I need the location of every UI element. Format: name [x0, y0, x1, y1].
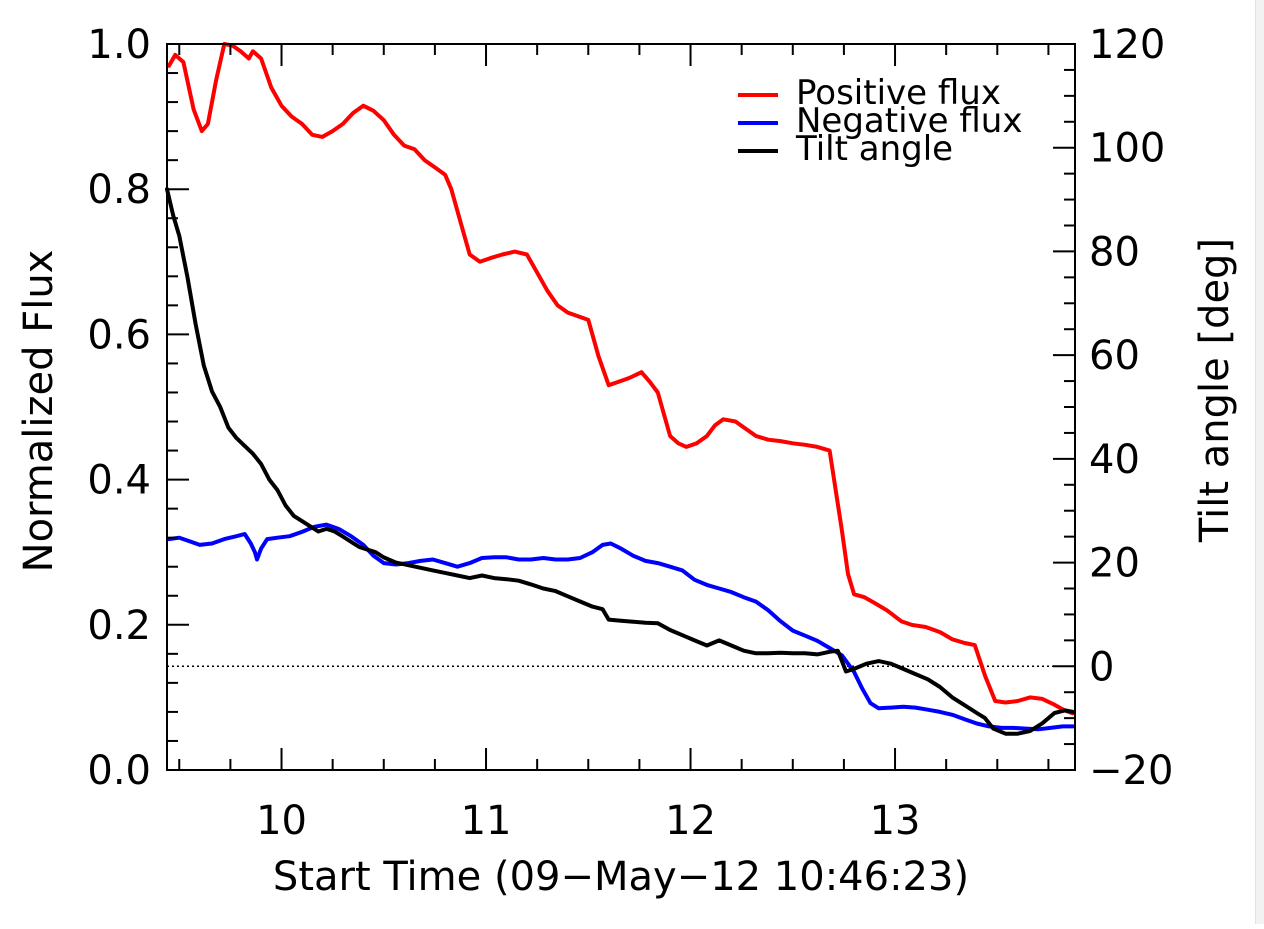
- chart-svg: 0.0 0.2 0.4 0.6 0.8 1.0 −20 0 20 40 60 80 100 120 10 11…: [0, 0, 1264, 924]
- legend-label: Tilt angle: [795, 129, 953, 169]
- right-tick-label: 80: [1089, 229, 1140, 275]
- left-tick-label: 0.6: [87, 312, 151, 358]
- tilt-angle-line: [167, 189, 1073, 734]
- x-axis-title: Start Time (09−May−12 10:46:23): [273, 854, 969, 900]
- negative-flux-line: [169, 525, 1073, 730]
- right-axis-title: Tilt angle [deg]: [1192, 238, 1238, 543]
- left-tick-label: 0.2: [87, 603, 151, 649]
- right-tick-label: −20: [1089, 748, 1173, 794]
- x-tick-label: 11: [461, 798, 512, 844]
- left-tick-label: 1.0: [87, 22, 151, 68]
- right-tick-label: 100: [1089, 126, 1165, 172]
- right-tick-label: 40: [1089, 437, 1140, 483]
- right-tick-label: 0: [1089, 644, 1114, 690]
- right-tick-label: 120: [1089, 22, 1165, 68]
- right-tick-label: 60: [1089, 333, 1140, 379]
- right-tick-label: 20: [1089, 541, 1140, 587]
- left-tick-label: 0.4: [87, 458, 151, 504]
- x-tick-label: 10: [256, 798, 307, 844]
- left-axis-title: Normalized Flux: [16, 250, 62, 573]
- x-tick-label: 13: [870, 798, 921, 844]
- left-tick-label: 0.8: [87, 167, 151, 213]
- left-tick-label: 0.0: [87, 748, 151, 794]
- chart-container: 0.0 0.2 0.4 0.6 0.8 1.0 −20 0 20 40 60 80 100 120 10 11…: [0, 0, 1264, 924]
- window-edge-strip: [1255, 0, 1264, 924]
- x-tick-label: 12: [665, 798, 716, 844]
